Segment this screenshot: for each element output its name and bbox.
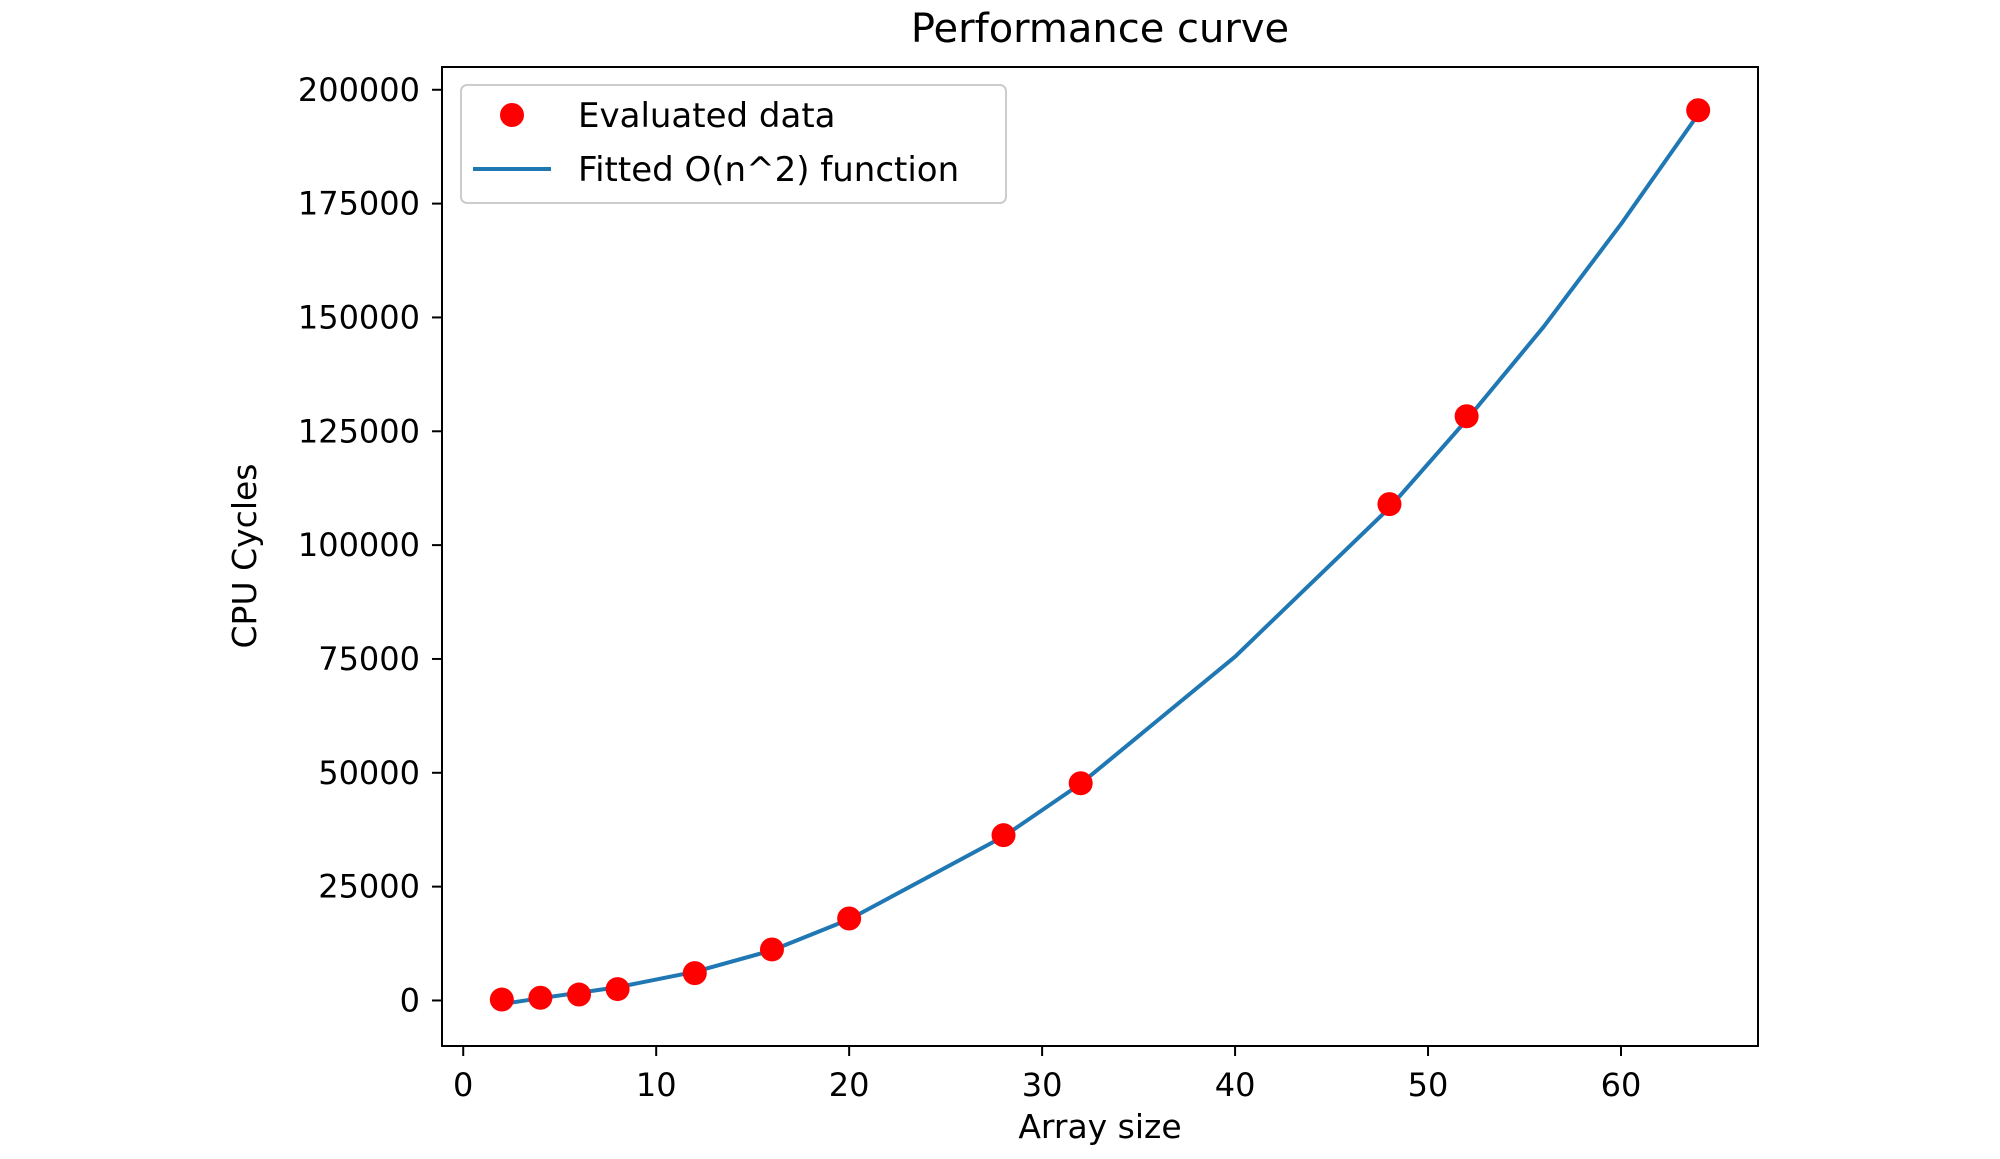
fitted-curve-line <box>501 113 1700 1007</box>
legend-marker-evaluated-data <box>500 103 524 127</box>
x-tick-label: 30 <box>1022 1066 1063 1104</box>
data-point <box>682 961 707 986</box>
y-axis-label: CPU Cycles <box>225 464 264 649</box>
data-point <box>1068 771 1093 796</box>
legend-label-evaluated-data: Evaluated data <box>578 96 836 136</box>
x-tick-label: 60 <box>1601 1066 1642 1104</box>
data-point <box>528 985 553 1010</box>
chart-title: Performance curve <box>911 6 1289 52</box>
data-point <box>489 987 514 1012</box>
y-tick-label: 125000 <box>298 412 420 450</box>
x-tick-label: 50 <box>1408 1066 1449 1104</box>
legend-box <box>460 84 1007 204</box>
data-point <box>1454 404 1479 429</box>
data-point <box>1377 492 1402 517</box>
x-tick-label: 40 <box>1215 1066 1256 1104</box>
y-tick-label: 25000 <box>318 868 420 906</box>
data-point <box>1686 98 1711 123</box>
fitted-curve-series <box>501 113 1700 1007</box>
x-tick-label: 20 <box>829 1066 870 1104</box>
plot-area <box>441 66 1759 1047</box>
y-axis: 0 25000 50000 75000 100000 125000 150000 175000… <box>298 71 442 1019</box>
y-tick-label: 100000 <box>298 526 420 564</box>
data-point <box>991 823 1016 848</box>
data-point <box>837 906 862 931</box>
y-tick-label: 200000 <box>298 71 420 109</box>
evaluated-data-series <box>489 98 1711 1012</box>
data-point <box>759 937 784 962</box>
legend: Evaluated data Fitted O(n^2) function <box>460 84 1007 204</box>
data-point <box>567 982 592 1007</box>
y-tick-label: 175000 <box>298 185 420 223</box>
data-point <box>605 977 630 1002</box>
legend-label-fitted-curve: Fitted O(n^2) function <box>578 150 959 190</box>
x-axis-label: Array size <box>1018 1107 1181 1146</box>
y-tick-label: 50000 <box>318 754 420 792</box>
y-tick-label: 0 <box>400 981 420 1019</box>
y-tick-label: 150000 <box>298 298 420 336</box>
y-tick-label: 75000 <box>318 640 420 678</box>
x-axis: 0 10 20 30 40 50 60 <box>453 1046 1641 1104</box>
x-tick-label: 10 <box>636 1066 677 1104</box>
x-tick-label: 0 <box>453 1066 473 1104</box>
